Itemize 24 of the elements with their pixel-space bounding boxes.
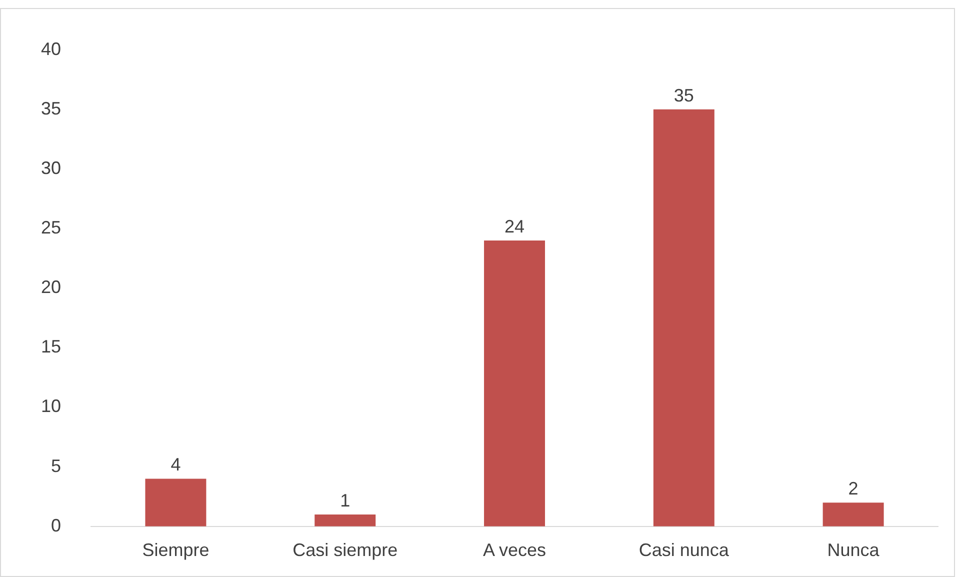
y-tick-label: 15 — [40, 336, 62, 357]
data-label: 2 — [848, 478, 858, 499]
bar — [314, 514, 376, 526]
y-tick-label: 0 — [51, 515, 62, 536]
data-label: 4 — [170, 454, 181, 475]
y-tick-label: 20 — [40, 277, 62, 298]
bar — [822, 502, 884, 526]
x-tick-label: Casi nunca — [638, 540, 730, 560]
x-tick-label: A veces — [482, 540, 546, 560]
x-tick-label: Siempre — [142, 540, 210, 560]
x-tick-label: Casi siempre — [292, 540, 398, 560]
y-tick-label: 30 — [40, 158, 62, 178]
data-label: 1 — [340, 490, 350, 510]
y-tick-label: 5 — [51, 456, 62, 476]
data-label: 35 — [674, 85, 694, 106]
x-tick-label: Nunca — [827, 540, 880, 560]
bar — [145, 478, 206, 526]
data-label: 24 — [504, 216, 525, 236]
y-tick-label: 25 — [40, 217, 62, 238]
bar — [484, 240, 545, 526]
y-tick-label: 10 — [40, 396, 62, 416]
y-tick-label: 35 — [40, 98, 62, 118]
bar — [653, 109, 714, 526]
y-tick-label: 40 — [40, 38, 62, 59]
